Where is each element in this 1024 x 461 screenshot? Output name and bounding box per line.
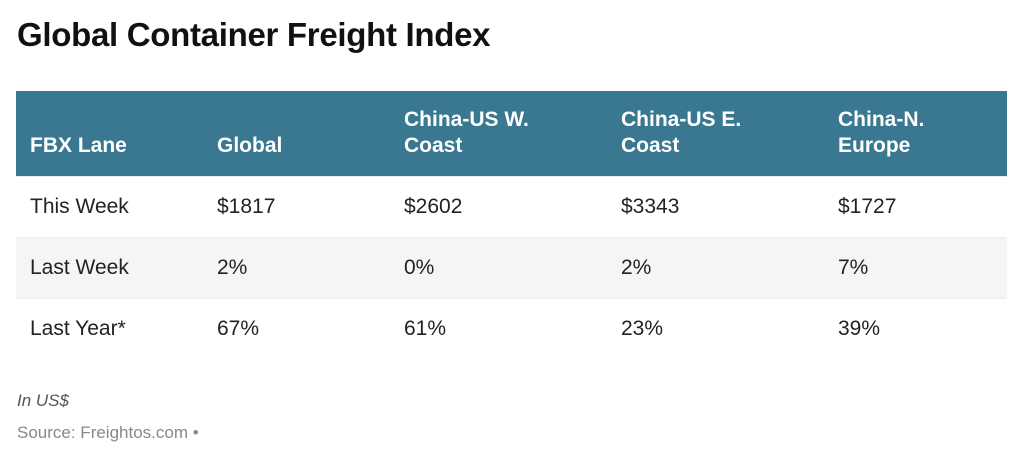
cell-china-us-west: 0% — [404, 255, 435, 279]
header-text-line1: China-N. — [838, 107, 925, 131]
column-header-china-us-east: China-US E. Coast — [621, 91, 838, 176]
cell-china-n-europe: $1727 — [838, 194, 897, 218]
table-row-last-year: Last Year* 67% 61% 23% 39% — [16, 298, 1007, 359]
cell-china-us-west: $2602 — [404, 194, 463, 218]
table-row-this-week: This Week $1817 $2602 $3343 $1727 — [16, 176, 1007, 237]
column-header-fbx-lane: FBX Lane — [16, 91, 217, 176]
cell-china-us-east: 2% — [621, 255, 652, 279]
cell-china-us-east: 23% — [621, 316, 664, 340]
cell-china-us-east: $3343 — [621, 194, 680, 218]
column-header-china-n-europe: China-N. Europe — [838, 91, 1007, 176]
freight-index-table: FBX Lane Global China-US W. Coast China-U… — [16, 91, 1007, 359]
units-note: In US$ — [17, 391, 69, 410]
source-credit: Source: Freightos.com • — [17, 423, 199, 442]
header-text-line2: Coast — [404, 133, 463, 157]
header-text: Global — [217, 133, 283, 157]
header-text-line2: Europe — [838, 133, 911, 157]
cell-global: $1817 — [217, 194, 276, 218]
cell-china-us-west: 61% — [404, 316, 447, 340]
column-header-global: Global — [217, 91, 404, 176]
row-label: Last Week — [30, 255, 129, 279]
table-row-last-week: Last Week 2% 0% 2% 7% — [16, 237, 1007, 298]
row-label: This Week — [30, 194, 129, 218]
header-text-line1: China-US W. — [404, 107, 529, 131]
table-header-row: FBX Lane Global China-US W. Coast China-U… — [16, 91, 1007, 176]
cell-china-n-europe: 39% — [838, 316, 881, 340]
cell-global: 67% — [217, 316, 260, 340]
header-text: FBX Lane — [30, 133, 127, 157]
row-label: Last Year* — [30, 316, 126, 340]
cell-global: 2% — [217, 255, 248, 279]
header-text-line2: Coast — [621, 133, 680, 157]
column-header-china-us-west: China-US W. Coast — [404, 91, 621, 176]
header-text-line1: China-US E. — [621, 107, 742, 131]
page-title: Global Container Freight Index — [17, 16, 491, 53]
cell-china-n-europe: 7% — [838, 255, 869, 279]
